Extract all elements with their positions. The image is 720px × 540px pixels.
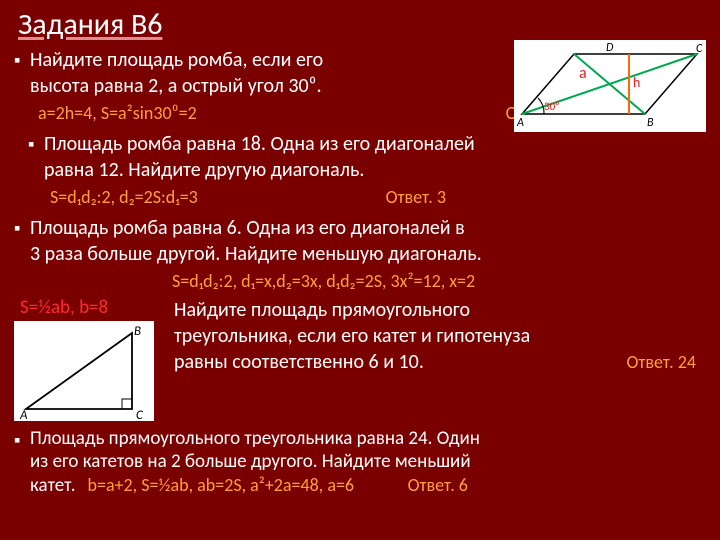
triangle-figure: A B C [14, 321, 154, 421]
label-A: A [516, 116, 524, 130]
p5-formula: b=a+2, S=½ab, ab=2S, a²+2a=48, a=6 [88, 473, 355, 497]
p2-answer: Ответ. 3 [386, 185, 446, 209]
p4-line1: Найдите площадь прямоугольного [174, 297, 706, 323]
p3-line2: 3 раза больше другой. Найдите меньшую ди… [30, 241, 482, 267]
problem-5: ▪ Площадь прямоугольного треугольника ра… [14, 427, 706, 497]
p1-line1: Найдите площадь ромба, если его [30, 47, 323, 73]
problem-2: ▪ Площадь ромба равна 18. Одна из его ди… [28, 131, 706, 183]
label-angle: 30⁰ [544, 100, 559, 113]
label-D: D [606, 41, 614, 55]
p4-sab: S=½ab, b=8 [20, 297, 164, 319]
p4-answer: Ответ. 24 [627, 350, 696, 374]
p2-line1: Площадь ромба равна 18. Одна из его диаг… [44, 131, 475, 157]
p3-line1: Площадь ромба равна 6. Одна из его диаго… [30, 215, 482, 241]
p5-line2: из его катетов на 2 больше другого. Найд… [30, 450, 480, 473]
problem-4: S=½ab, b=8 A B C Найдите площадь прямоуг… [14, 297, 706, 421]
label-h: h [633, 74, 640, 91]
bullet-icon: ▪ [28, 131, 44, 157]
label-B: B [647, 116, 654, 130]
svg-text:A: A [19, 408, 28, 421]
p3-formula: S=d₁d₂:2, d₁=x,d₂=3x, d₁d₂=2S, 3x²=12, x… [172, 269, 475, 293]
bullet-icon: ▪ [14, 47, 30, 73]
bullet-icon: ▪ [14, 427, 30, 453]
p4-line2: треугольника, если его катет и гипотенуз… [174, 323, 706, 349]
label-a: a [579, 64, 587, 83]
rhombus-figure: A B C D a h 30⁰ [514, 40, 706, 132]
bullet-icon: ▪ [14, 215, 30, 241]
p1-line2: высота равна 2, а острый угол 30⁰. [30, 73, 323, 99]
svg-text:C: C [136, 408, 144, 421]
p5-line1: Площадь прямоугольного треугольника равн… [30, 427, 480, 450]
p5-line3: катет. [30, 474, 76, 497]
p2-formula: S=d₁d₂:2, d₂=2S:d₁=3 [50, 185, 198, 209]
problem-3: ▪ Площадь ромба равна 6. Одна из его диа… [14, 215, 706, 267]
p5-answer: Ответ. 6 [408, 473, 480, 497]
p4-line3: равны соответственно 6 и 10. [174, 349, 424, 375]
svg-text:B: B [134, 324, 141, 339]
p1-formula: a=2h=4, S=a²sin30⁰=2 [38, 101, 197, 125]
p2-line2: равна 12. Найдите другую диагональ. [44, 157, 475, 183]
label-C: C [696, 42, 703, 56]
